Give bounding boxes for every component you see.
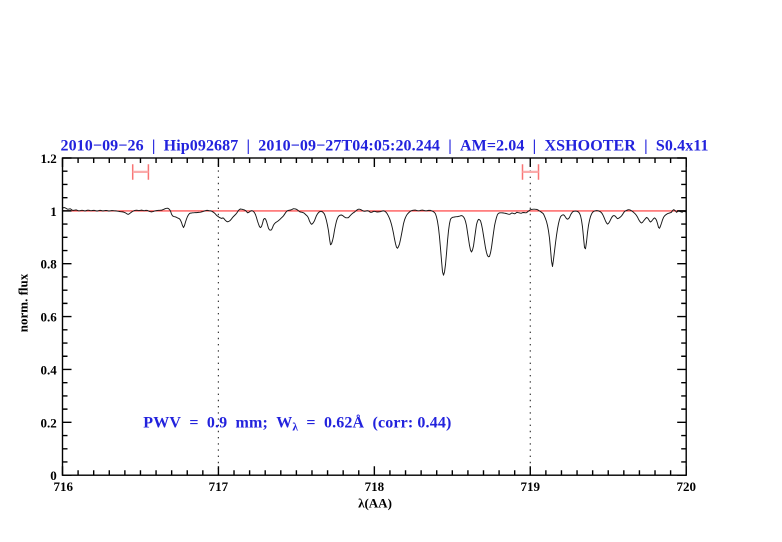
svg-text:0.6: 0.6 [41, 310, 58, 325]
svg-text:1.2: 1.2 [41, 151, 57, 166]
svg-text:716: 716 [54, 479, 74, 494]
svg-text:718: 718 [365, 479, 385, 494]
svg-text:720: 720 [676, 479, 696, 494]
svg-text:719: 719 [521, 479, 541, 494]
svg-text:1: 1 [50, 204, 57, 219]
svg-text:norm. flux: norm. flux [16, 273, 31, 332]
svg-text:0.8: 0.8 [41, 257, 58, 272]
svg-text:0.4: 0.4 [41, 363, 58, 378]
svg-text:717: 717 [209, 479, 229, 494]
svg-text:0: 0 [50, 468, 57, 483]
svg-text:0.2: 0.2 [41, 415, 57, 430]
svg-text:PWV = 0.9 mm; Wλ = 0.62Å: PWV = 0.9 mm; Wλ = 0.62Å (corr: 0.44) [143, 413, 451, 433]
svg-text:λ(AA): λ(AA) [358, 496, 392, 511]
svg-text:2010−09−26 | Hip092687 | 2: 2010−09−26 | Hip092687 | 2010−09−27T04:0… [61, 137, 709, 154]
